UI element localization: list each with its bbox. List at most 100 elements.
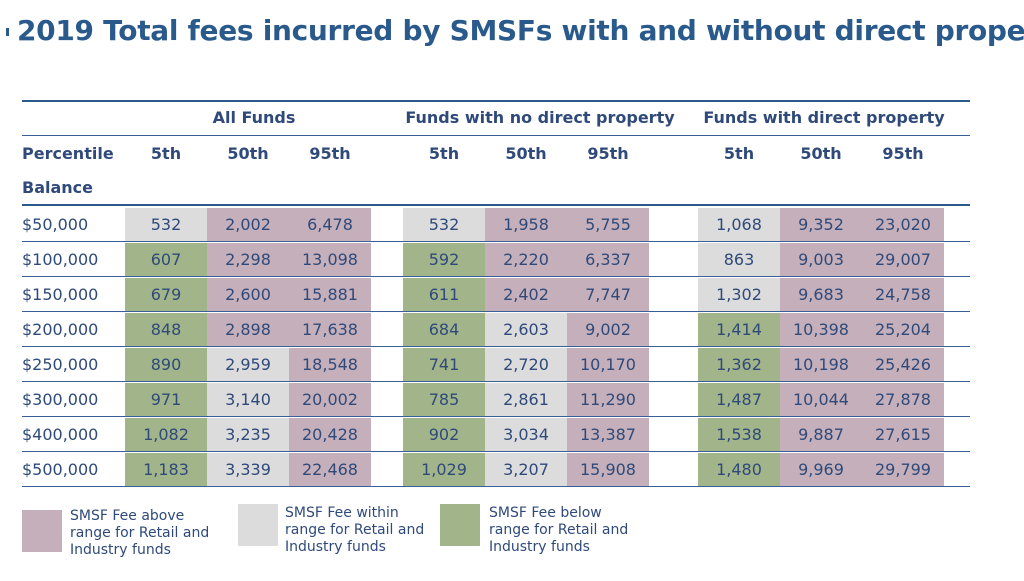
table-cell: 9,352 — [780, 208, 862, 241]
legend-label-above: SMSF Fee above range for Retail and Indu… — [70, 508, 210, 558]
table-cell: 2,720 — [485, 348, 567, 381]
legend-swatch-within — [238, 504, 278, 546]
chart-title-text: 2019 Total fees incurred by SMSFs with a… — [17, 14, 1024, 47]
balance-row-label: $150,000 — [22, 285, 99, 304]
table-cell: 1,362 — [698, 348, 780, 381]
table-cell: 592 — [403, 243, 485, 276]
table-cell: 1,487 — [698, 383, 780, 416]
table-cell: 9,969 — [780, 453, 862, 486]
table-rule — [22, 486, 970, 487]
table-cell: 13,387 — [567, 418, 649, 451]
percentile-column-header: 5th — [723, 144, 755, 163]
table-cell: 3,235 — [207, 418, 289, 451]
percentile-column-header: 5th — [150, 144, 182, 163]
table-rule — [22, 135, 970, 136]
table-cell: 25,204 — [862, 313, 944, 346]
balance-row-label: $300,000 — [22, 390, 99, 409]
table-cell: 10,198 — [780, 348, 862, 381]
table-cell: 890 — [125, 348, 207, 381]
table-cell: 848 — [125, 313, 207, 346]
table-cell: 607 — [125, 243, 207, 276]
legend-swatch-below — [440, 504, 480, 546]
percentile-column-header: 95th — [309, 144, 351, 163]
percentile-column-header: 50th — [227, 144, 269, 163]
table-cell: 20,002 — [289, 383, 371, 416]
table-cell: 23,020 — [862, 208, 944, 241]
table-cell: 1,029 — [403, 453, 485, 486]
group-header: Funds with no direct property — [405, 108, 675, 127]
table-cell: 29,799 — [862, 453, 944, 486]
table-cell: 10,044 — [780, 383, 862, 416]
balance-label: Balance — [22, 178, 93, 197]
table-cell: 3,207 — [485, 453, 567, 486]
table-cell: 17,638 — [289, 313, 371, 346]
table-cell: 22,468 — [289, 453, 371, 486]
percentile-column-header: 50th — [800, 144, 842, 163]
title-marker — [6, 28, 9, 36]
balance-row-label: $400,000 — [22, 425, 99, 444]
table-cell: 18,548 — [289, 348, 371, 381]
table-cell: 2,959 — [207, 348, 289, 381]
table-cell: 29,007 — [862, 243, 944, 276]
table-rule — [22, 416, 970, 417]
table-cell: 13,098 — [289, 243, 371, 276]
table-rule — [22, 276, 970, 277]
table-cell: 2,603 — [485, 313, 567, 346]
group-header: All Funds — [212, 108, 296, 127]
table-cell: 9,003 — [780, 243, 862, 276]
percentile-column-header: 95th — [882, 144, 924, 163]
table-cell: 1,958 — [485, 208, 567, 241]
legend-label-within: SMSF Fee within range for Retail and Ind… — [285, 505, 425, 555]
table-cell: 2,898 — [207, 313, 289, 346]
table-cell: 7,747 — [567, 278, 649, 311]
table-cell: 27,878 — [862, 383, 944, 416]
percentile-label: Percentile — [22, 144, 114, 163]
table-cell: 9,002 — [567, 313, 649, 346]
table-cell: 785 — [403, 383, 485, 416]
legend-label-below: SMSF Fee below range for Retail and Indu… — [489, 505, 629, 555]
table-rule — [22, 346, 970, 347]
table-cell: 9,683 — [780, 278, 862, 311]
table-cell: 532 — [125, 208, 207, 241]
table-cell: 532 — [403, 208, 485, 241]
table-cell: 684 — [403, 313, 485, 346]
chart-title: 2019 Total fees incurred by SMSFs with a… — [6, 14, 1024, 47]
table-cell: 2,861 — [485, 383, 567, 416]
table-cell: 20,428 — [289, 418, 371, 451]
table-cell: 679 — [125, 278, 207, 311]
table-rule — [22, 100, 970, 102]
balance-row-label: $500,000 — [22, 460, 99, 479]
table-cell: 902 — [403, 418, 485, 451]
table-cell: 10,170 — [567, 348, 649, 381]
table-cell: 1,183 — [125, 453, 207, 486]
table-cell: 2,220 — [485, 243, 567, 276]
table-cell: 863 — [698, 243, 780, 276]
percentile-column-header: 5th — [428, 144, 460, 163]
balance-row-label: $50,000 — [22, 215, 89, 234]
table-cell: 10,398 — [780, 313, 862, 346]
table-cell: 6,337 — [567, 243, 649, 276]
table-cell: 25,426 — [862, 348, 944, 381]
table-rule — [22, 381, 970, 382]
table-cell: 2,402 — [485, 278, 567, 311]
table-cell: 1,068 — [698, 208, 780, 241]
table-cell: 6,478 — [289, 208, 371, 241]
table-cell: 1,302 — [698, 278, 780, 311]
table-cell: 27,615 — [862, 418, 944, 451]
table-cell: 3,140 — [207, 383, 289, 416]
balance-row-label: $250,000 — [22, 355, 99, 374]
table-cell: 1,414 — [698, 313, 780, 346]
legend-swatch-above — [22, 510, 62, 552]
table-cell: 2,002 — [207, 208, 289, 241]
table-cell: 9,887 — [780, 418, 862, 451]
table-cell: 611 — [403, 278, 485, 311]
table-cell: 3,034 — [485, 418, 567, 451]
group-header: Funds with direct property — [703, 108, 945, 127]
table-cell: 1,538 — [698, 418, 780, 451]
table-cell: 11,290 — [567, 383, 649, 416]
table-cell: 971 — [125, 383, 207, 416]
table-cell: 1,480 — [698, 453, 780, 486]
table-cell: 5,755 — [567, 208, 649, 241]
table-cell: 15,881 — [289, 278, 371, 311]
